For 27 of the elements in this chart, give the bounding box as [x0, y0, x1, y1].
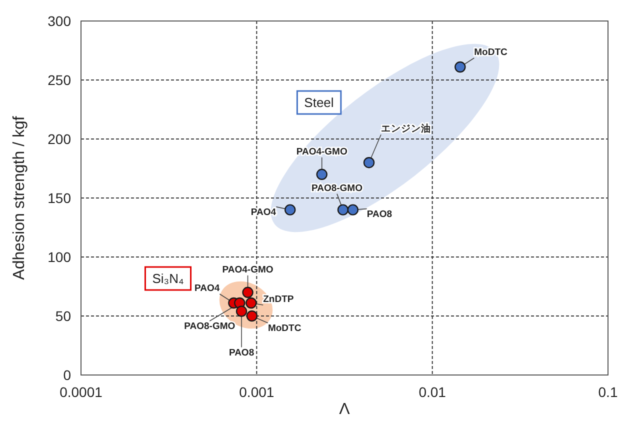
text: Steel [304, 95, 334, 110]
annotation: PAO8-GMO [311, 182, 362, 194]
x-tick-label: 0.1 [598, 384, 618, 400]
y-tick-label: 150 [48, 190, 72, 206]
y-tick-label: 50 [55, 308, 72, 324]
annotation: PAO8 [366, 208, 392, 220]
y-tick-label: 200 [48, 131, 72, 147]
annotation: PAO4-GMO [296, 146, 348, 158]
annotation: PAO4-GMO [222, 264, 274, 276]
annotation: PAO8-GMO [184, 321, 236, 332]
annotation: ZnDTP [263, 294, 294, 306]
annotation: MoDTC [268, 323, 302, 334]
x-tick-label: 0.0001 [60, 384, 103, 400]
annotation: PAO4 [194, 283, 220, 294]
y-tick-label: 300 [48, 13, 72, 29]
y-axis-title: Adhesion strength / kgf [11, 116, 28, 280]
annotation: MoDTC [474, 47, 508, 58]
annotation: エンジン油 [381, 122, 432, 135]
x-tick-label: 0.01 [418, 384, 446, 400]
x-axis-title: Λ [339, 401, 350, 418]
y-tick-label: 100 [48, 249, 72, 265]
y-tick-label: 0 [63, 367, 72, 383]
text: Si₃N₄ [152, 271, 184, 286]
annotation: PAO4 [250, 206, 277, 218]
y-tick-label: 250 [48, 72, 72, 88]
x-tick-label: 0.001 [239, 384, 274, 400]
annotation: PAO8 [228, 347, 254, 358]
